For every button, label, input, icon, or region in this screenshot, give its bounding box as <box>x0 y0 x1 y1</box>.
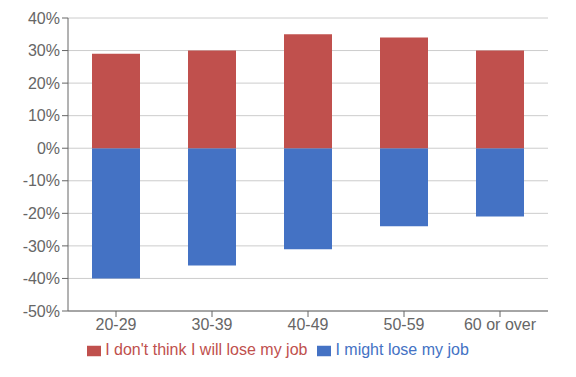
svg-text:30%: 30% <box>28 42 60 59</box>
svg-text:40-49: 40-49 <box>288 316 329 333</box>
svg-text:20-29: 20-29 <box>96 316 137 333</box>
svg-text:50-59: 50-59 <box>384 316 425 333</box>
svg-text:-40%: -40% <box>23 270 60 287</box>
html-text:I don't think I will lose my j: I don't think I will lose my job <box>105 341 308 358</box>
svg-text:20%: 20% <box>28 75 60 92</box>
svg-text:30-39: 30-39 <box>192 316 233 333</box>
svg-text:-30%: -30% <box>23 238 60 255</box>
html-text:I might lose my job: I might lose my job <box>335 341 469 358</box>
svg-text:-20%: -20% <box>23 205 60 222</box>
svg-text:-10%: -10% <box>23 172 60 189</box>
svg-text:-50%: -50% <box>23 303 60 320</box>
svg-text:0%: 0% <box>37 140 60 157</box>
svg-text:40%: 40% <box>28 10 60 27</box>
svg-text:10%: 10% <box>28 107 60 124</box>
svg-text:60 or over: 60 or over <box>464 316 537 333</box>
